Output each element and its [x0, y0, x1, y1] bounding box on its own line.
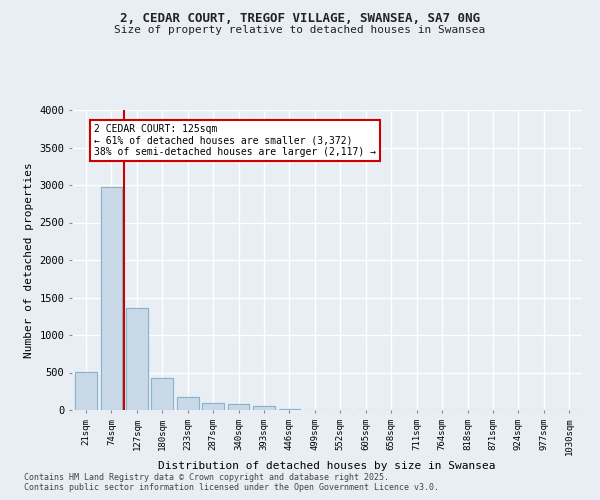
Bar	[202, 402, 224, 410]
Bar	[253, 406, 275, 410]
Bar	[126, 308, 148, 410]
Bar	[101, 187, 122, 410]
Bar	[253, 406, 275, 410]
Bar	[228, 404, 250, 410]
Bar	[75, 372, 97, 410]
Bar	[177, 397, 199, 410]
Bar	[126, 308, 148, 410]
Text: Size of property relative to detached houses in Swansea: Size of property relative to detached ho…	[115, 25, 485, 35]
Bar	[202, 402, 224, 410]
Bar	[101, 187, 122, 410]
Y-axis label: Number of detached properties: Number of detached properties	[24, 162, 34, 358]
Text: 2 CEDAR COURT: 125sqm
← 61% of detached houses are smaller (3,372)
38% of semi-d: 2 CEDAR COURT: 125sqm ← 61% of detached …	[94, 124, 376, 156]
Bar	[177, 397, 199, 410]
Text: Contains HM Land Registry data © Crown copyright and database right 2025.: Contains HM Land Registry data © Crown c…	[24, 474, 389, 482]
Bar	[278, 408, 300, 410]
Bar	[278, 408, 300, 410]
Text: Contains public sector information licensed under the Open Government Licence v3: Contains public sector information licen…	[24, 484, 439, 492]
X-axis label: Distribution of detached houses by size in Swansea: Distribution of detached houses by size …	[158, 461, 496, 471]
Bar	[151, 378, 173, 410]
Bar	[228, 404, 250, 410]
Bar	[151, 378, 173, 410]
Text: 2, CEDAR COURT, TREGOF VILLAGE, SWANSEA, SA7 0NG: 2, CEDAR COURT, TREGOF VILLAGE, SWANSEA,…	[120, 12, 480, 26]
Bar	[75, 372, 97, 410]
